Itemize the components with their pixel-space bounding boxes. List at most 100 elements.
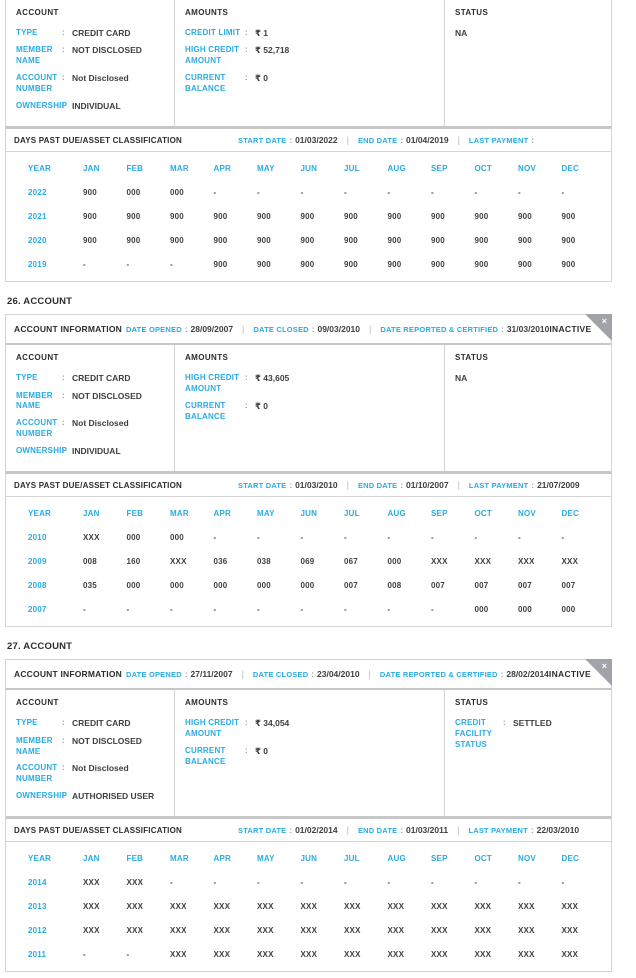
- colon: :: [530, 826, 534, 836]
- month-column-header: FEB: [126, 163, 144, 173]
- account-column: ACCOUNT TYPE: CREDIT CARD MEMBER NAME: NOT D…: [6, 690, 174, 816]
- month-column-header: APR: [213, 853, 231, 863]
- status-heading: STATUS: [455, 8, 489, 17]
- last-payment-label: LAST PAYMENT: [468, 136, 529, 146]
- dpd-month-header-row: YEAR JAN FEB MAR APR MAY JUN JUL AUG SEP OCT NOV DEC: [28, 846, 605, 870]
- field-label: TYPE: [16, 718, 38, 728]
- month-column-header: JUN: [300, 163, 318, 173]
- colon: :: [62, 45, 65, 55]
- colon: :: [245, 373, 248, 383]
- colon: :: [289, 481, 293, 491]
- dpd-value: -: [561, 187, 565, 197]
- field-row: TYPE: CREDIT CARD: [16, 373, 164, 384]
- account-section: 26. ACCOUNT ACCOUNT INFORMATION DATE OPENE…: [5, 296, 612, 628]
- colon: :: [62, 445, 65, 455]
- colon: :: [62, 373, 65, 383]
- date-closed-label: DATE CLOSED: [252, 670, 309, 680]
- dpd-value: -: [257, 604, 260, 614]
- field-value: ₹ 43,605: [255, 373, 290, 384]
- dpd-value: 900: [561, 211, 576, 221]
- account-info-title: ACCOUNT INFORMATION: [14, 669, 122, 680]
- dpd-year: 2021: [28, 211, 47, 221]
- field-value: ₹ 0: [255, 73, 269, 84]
- field-value: Not Disclosed: [72, 763, 129, 774]
- field-row: ACCOUNT NUMBER: Not Disclosed: [16, 73, 164, 95]
- month-column-header: SEP: [431, 163, 448, 173]
- dpd-value: 900: [387, 235, 402, 245]
- field-label: OWNERSHIP: [16, 445, 68, 455]
- dpd-value: 000: [213, 580, 228, 590]
- dpd-row: 2022 900 000 000 - - - - - - - - -: [28, 180, 605, 204]
- field-value: Not Disclosed: [72, 73, 129, 84]
- dpd-value: 007: [474, 580, 489, 590]
- amounts-column: AMOUNTS HIGH CREDIT AMOUNT: ₹ 34,054 CURREN…: [174, 690, 445, 817]
- dpd-value: XXX: [257, 925, 274, 935]
- dpd-value: XXX: [431, 556, 448, 566]
- month-column-header: SEP: [431, 508, 448, 518]
- dpd-value: 000: [387, 556, 402, 566]
- field-label: HIGH CREDIT AMOUNT: [185, 373, 240, 393]
- dpd-value: -: [300, 604, 304, 614]
- month-column-header: FEB: [126, 853, 144, 863]
- month-column-header: FEB: [126, 508, 144, 518]
- end-date-label: END DATE: [357, 481, 398, 491]
- field-value: Not Disclosed: [72, 418, 129, 429]
- account-section-title: 26. ACCOUNT: [7, 296, 73, 308]
- dpd-value: -: [257, 532, 260, 542]
- dpd-value: 900: [83, 235, 97, 245]
- dpd-value: -: [387, 532, 391, 542]
- dpd-value: -: [257, 187, 260, 197]
- dpd-value: -: [431, 187, 434, 197]
- year-column-header: YEAR: [28, 508, 52, 518]
- month-column-header: JAN: [83, 163, 100, 173]
- date-reported-certified-group: DATE REPORTED & CERTIFIED:28/02/2014: [380, 669, 549, 679]
- month-column-header: AUG: [387, 163, 406, 173]
- month-column-header: JUL: [344, 163, 360, 173]
- dpd-dates: START DATE:01/02/2014 | END DATE:01/03/201…: [238, 825, 579, 835]
- field-value: INDIVIDUAL: [72, 100, 121, 111]
- dpd-table: YEAR JAN FEB MAR APR MAY JUN JUL AUG SEP OCT NOV DEC…: [6, 152, 611, 281]
- dpd-value: 900: [431, 259, 445, 269]
- dpd-value: -: [431, 532, 434, 542]
- colon: :: [62, 100, 65, 110]
- dpd-year: 2007: [28, 604, 47, 614]
- dpd-value: XXX: [431, 901, 448, 911]
- dpd-value: 000: [126, 532, 141, 542]
- close-icon[interactable]: ×: [601, 661, 607, 672]
- field-value: NA: [455, 28, 468, 38]
- dpd-value: 900: [257, 211, 271, 221]
- date-reported-certified-label: DATE REPORTED & CERTIFIED: [379, 670, 498, 680]
- field-value: ₹ 34,054: [255, 718, 290, 729]
- dpd-row: 2010 XXX 000 000 - - - - - - - - -: [28, 525, 605, 549]
- close-icon[interactable]: ×: [601, 316, 607, 327]
- colon: :: [245, 718, 248, 728]
- dpd-value: XXX: [561, 949, 579, 959]
- dpd-year: 2012: [28, 925, 47, 935]
- dpd-row: 2020 900 900 900 900 900 900 900 900 900 900 900 900: [28, 228, 605, 252]
- account-heading: ACCOUNT: [16, 698, 59, 708]
- dpd-value: 038: [257, 556, 271, 566]
- field-label: MEMBER NAME: [16, 45, 53, 66]
- account-dates: DATE OPENED:27/11/2007 | DATE CLOSED:23/04…: [126, 669, 549, 679]
- dpd-value: 900: [474, 211, 489, 221]
- account-section: ACCOUNT TYPE: CREDIT CARD MEMBER NAME: NOT D…: [5, 0, 612, 283]
- dpd-value: XXX: [83, 532, 100, 542]
- dpd-value: 900: [387, 259, 402, 269]
- colon: :: [184, 325, 188, 335]
- field-row: MEMBER NAME: NOT DISCLOSED: [16, 45, 164, 67]
- account-card: ACCOUNT INFORMATION DATE OPENED:28/09/200…: [5, 314, 612, 628]
- dpd-value: 008: [387, 580, 402, 590]
- dpd-value: 000: [170, 532, 184, 542]
- month-column-header: AUG: [387, 508, 406, 518]
- dpd-value: 900: [518, 259, 532, 269]
- month-column-header: MAY: [257, 163, 275, 173]
- dpd-value: -: [126, 259, 130, 269]
- start-date-value: 01/03/2010: [295, 480, 338, 491]
- account-state-badge: INACTIVE: [549, 324, 592, 335]
- dpd-value: XXX: [170, 925, 187, 935]
- start-date-label: START DATE: [238, 136, 287, 146]
- field-row: ACCOUNT NUMBER: Not Disclosed: [16, 418, 164, 440]
- status-heading: STATUS: [455, 353, 489, 363]
- dpd-value: 000: [474, 604, 489, 614]
